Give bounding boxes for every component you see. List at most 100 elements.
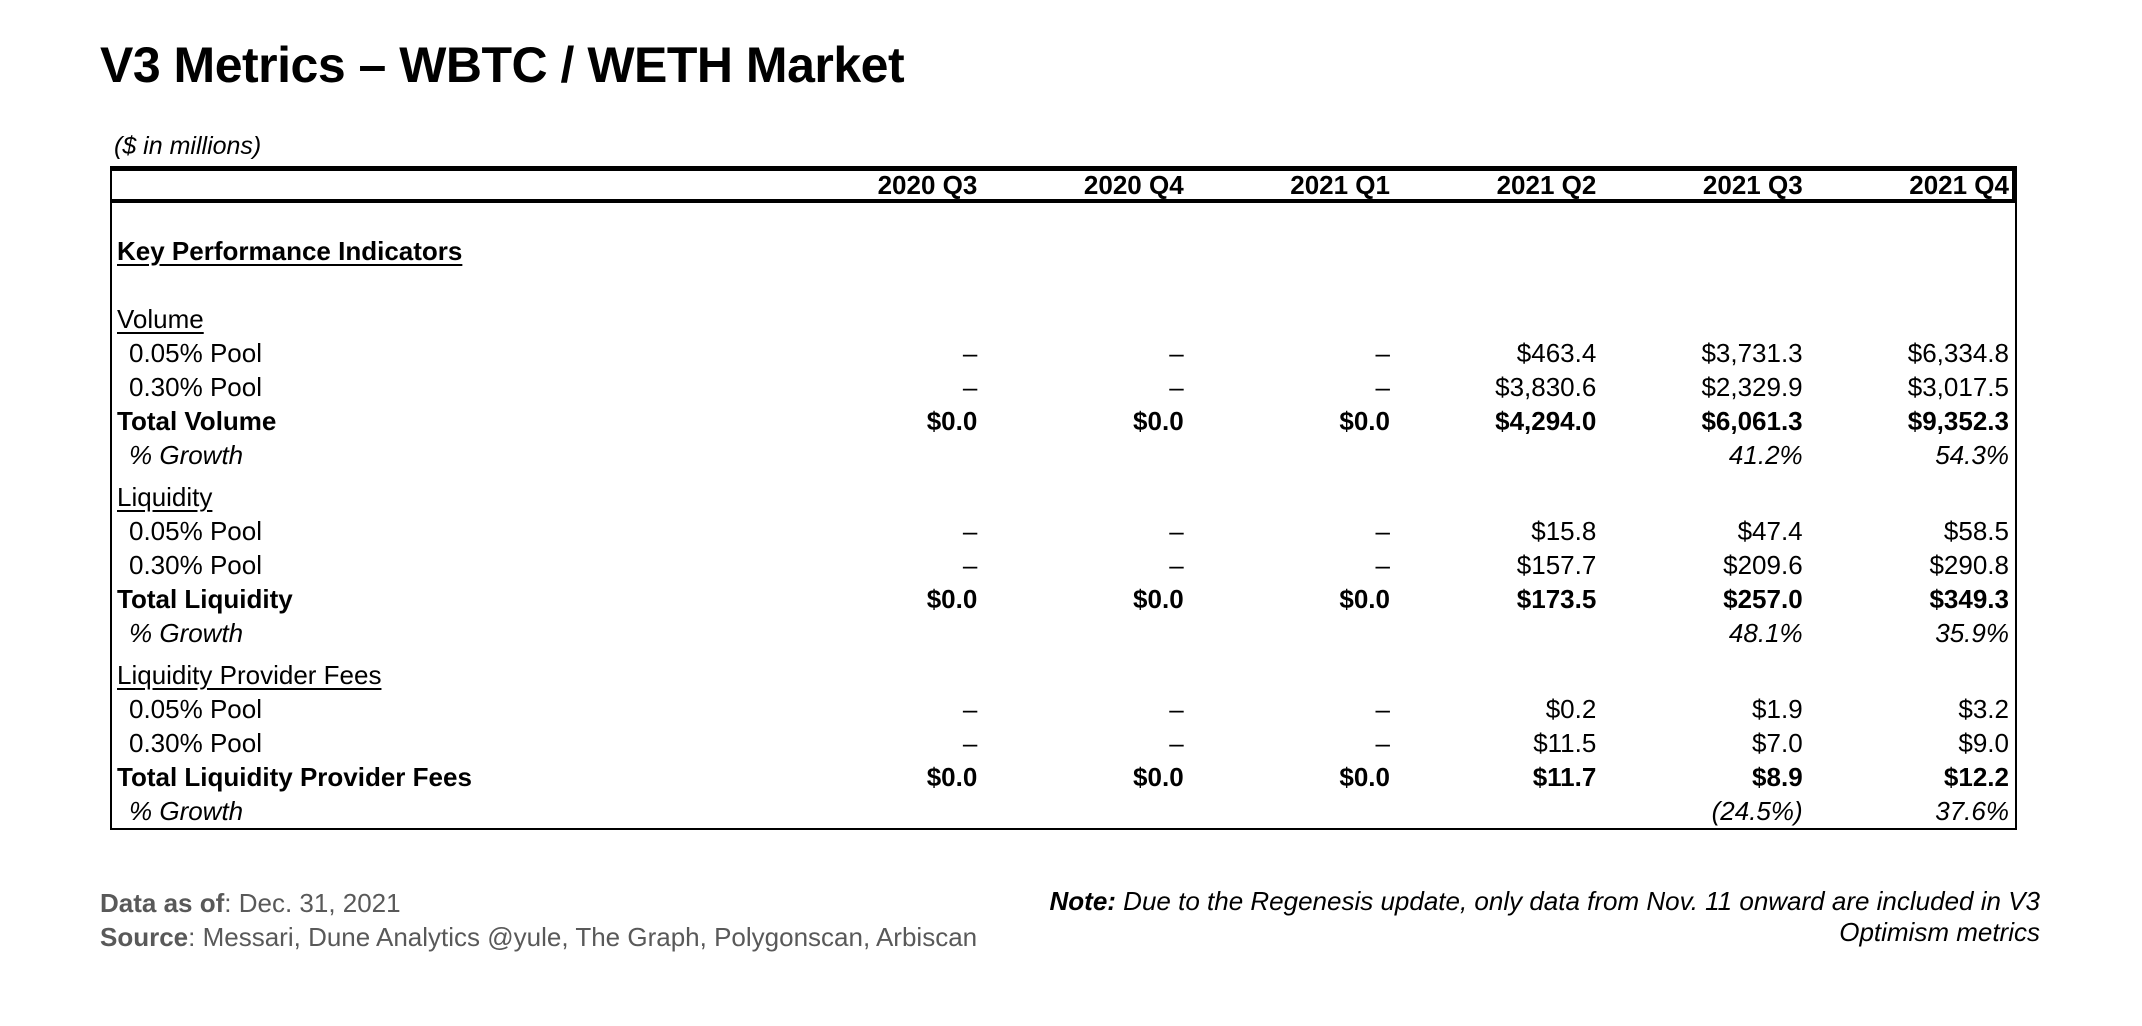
cell-value: $0.2 <box>1545 694 1597 724</box>
cell-value <box>1190 794 1396 828</box>
row-label: 0.30% Pool <box>129 728 262 758</box>
cell-value: $3,830.6 <box>1495 372 1597 402</box>
cell-value: 48.1% <box>1728 618 1803 648</box>
table-row: % Growth (24.5%) 37.6% <box>112 794 2015 828</box>
table-row: Total Liquidity Provider Fees $0.0 $0.0 $0.… <box>112 760 2015 794</box>
cell-value: 35.9% <box>1935 618 2009 648</box>
kpi-heading: Key Performance Indicators <box>117 236 463 266</box>
cell-value: $58.5 <box>1943 516 2009 546</box>
cell-value: – <box>962 516 978 546</box>
footer-source-block: Data as of: Dec. 31, 2021 Source: Messar… <box>100 886 977 954</box>
cell-value: – <box>1169 516 1184 546</box>
cell-value: – <box>962 694 978 724</box>
cell-value: $0.0 <box>926 762 978 792</box>
cell-value: $11.7 <box>1532 762 1597 792</box>
cell-value <box>1190 616 1396 650</box>
data-as-of-line: Data as of: Dec. 31, 2021 <box>100 886 977 920</box>
kpi-heading-row: Key Performance Indicators <box>112 231 2015 271</box>
footnote: Note: Due to the Regenesis update, only … <box>1040 886 2040 948</box>
cell-value: – <box>962 728 978 758</box>
cell-value: $9,352.3 <box>1907 406 2009 436</box>
row-label: % Growth <box>129 618 244 648</box>
cell-value: (24.5%) <box>1711 796 1803 826</box>
cell-value: – <box>1375 338 1390 368</box>
section-title: Liquidity <box>117 482 213 512</box>
cell-value: – <box>962 338 978 368</box>
cell-value: $3,731.3 <box>1701 338 1803 368</box>
data-as-of-label: Data as of <box>100 888 225 918</box>
cell-value <box>1396 438 1602 472</box>
row-label: 0.30% Pool <box>129 550 262 580</box>
table-section: Liquidity Provider Fees 0.05% Pool – – – $0.2… <box>112 658 2015 828</box>
cell-value <box>1396 794 1602 828</box>
table-row: 0.30% Pool – – – $11.5 $7.0 $9.0 <box>112 726 2015 760</box>
cell-value: $463.4 <box>1516 338 1597 368</box>
row-label: Total Liquidity <box>117 584 293 614</box>
cell-value <box>1190 438 1396 472</box>
cell-value: $7.0 <box>1752 728 1803 758</box>
cell-value: $11.5 <box>1533 728 1597 758</box>
column-header: 2020 Q3 <box>877 171 978 199</box>
cell-value: 37.6% <box>1935 796 2009 826</box>
table-row: Total Liquidity $0.0 $0.0 $0.0 $173.5 $257.0 $… <box>112 582 2015 616</box>
row-label: 0.30% Pool <box>129 372 262 402</box>
column-header: 2021 Q2 <box>1496 171 1597 199</box>
cell-value: $0.0 <box>926 406 978 436</box>
table-spacer <box>112 203 2015 231</box>
table-spacer <box>112 271 2015 302</box>
cell-value: – <box>962 550 978 580</box>
source-label: Source <box>100 922 189 952</box>
cell-value: – <box>1169 372 1184 402</box>
data-as-of-value: : Dec. 31, 2021 <box>224 888 401 918</box>
table-row: 0.30% Pool – – – $3,830.6 $2,329.9 $3,017.5 <box>112 370 2015 404</box>
row-label: 0.05% Pool <box>129 516 262 546</box>
cell-value <box>777 616 983 650</box>
row-label: Total Volume <box>117 406 277 436</box>
source-value: : Messari, Dune Analytics @yule, The Gra… <box>188 922 978 952</box>
cell-value: $9.0 <box>1958 728 2009 758</box>
footnote-text: Due to the Regenesis update, only data f… <box>1115 886 2040 947</box>
section-title: Volume <box>117 304 204 334</box>
section-title-row: Volume <box>112 302 2015 336</box>
table-header-row: 2020 Q3 2020 Q4 2021 Q1 2021 Q2 2021 Q3 … <box>112 166 2017 203</box>
cell-value: $0.0 <box>1133 406 1184 436</box>
cell-value <box>983 794 1189 828</box>
column-header: 2021 Q4 <box>1909 171 2009 199</box>
cell-value: $157.7 <box>1516 550 1597 580</box>
cell-value: $290.8 <box>1929 550 2009 580</box>
cell-value: $4,294.0 <box>1495 406 1597 436</box>
table-row: 0.05% Pool – – – $0.2 $1.9 $3.2 <box>112 692 2015 726</box>
section-title-row: Liquidity <box>112 480 2015 514</box>
cell-value: $173.5 <box>1516 584 1597 614</box>
table-row: % Growth 41.2% 54.3% <box>112 438 2015 472</box>
row-label: % Growth <box>129 440 244 470</box>
cell-value: $15.8 <box>1531 516 1597 546</box>
row-label: % Growth <box>129 796 244 826</box>
section-title: Liquidity Provider Fees <box>117 660 382 690</box>
column-header: 2021 Q3 <box>1702 171 1803 199</box>
cell-value: – <box>1169 728 1184 758</box>
cell-value: – <box>962 372 978 402</box>
cell-value: $3.2 <box>1958 694 2009 724</box>
section-title-row: Liquidity Provider Fees <box>112 658 2015 692</box>
cell-value: – <box>1169 694 1184 724</box>
cell-value: 54.3% <box>1935 440 2009 470</box>
cell-value: – <box>1375 372 1390 402</box>
row-label: 0.05% Pool <box>129 694 262 724</box>
table-body: Volume 0.05% Pool – – – $463.4 $3,731.3 $6,334.… <box>112 302 2015 828</box>
cell-value: $0.0 <box>1339 762 1390 792</box>
cell-value: $3,017.5 <box>1907 372 2009 402</box>
page-title: V3 Metrics – WBTC / WETH Market <box>100 36 905 93</box>
table-row: 0.05% Pool – – – $15.8 $47.4 $58.5 <box>112 514 2015 548</box>
cell-value <box>1396 616 1602 650</box>
cell-value <box>983 438 1189 472</box>
column-header: 2021 Q1 <box>1290 171 1390 199</box>
footnote-label: Note: <box>1049 886 1116 916</box>
column-header: 2020 Q4 <box>1083 171 1184 199</box>
cell-value: $349.3 <box>1929 584 2009 614</box>
cell-value: $47.4 <box>1737 516 1803 546</box>
cell-value: $0.0 <box>1339 584 1390 614</box>
cell-value: $1.9 <box>1752 694 1803 724</box>
units-label: ($ in millions) <box>114 132 262 160</box>
